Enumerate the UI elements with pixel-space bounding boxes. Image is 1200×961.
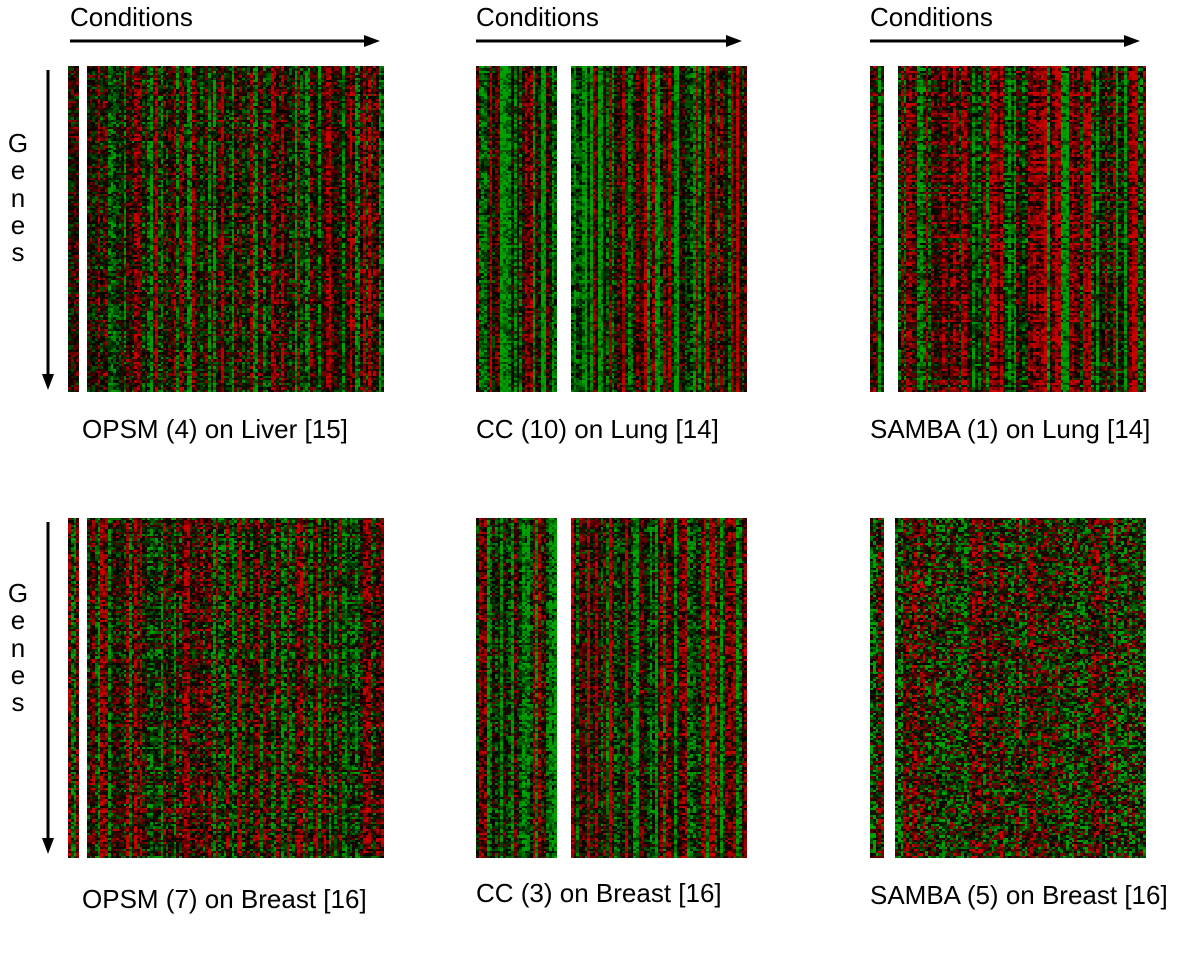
heatmap-canvas — [87, 518, 384, 858]
y-axis-arrow-icon — [40, 522, 56, 854]
x-axis-label: Conditions — [870, 2, 993, 33]
heatmap-canvas — [68, 518, 79, 858]
heatmap-panel-d — [68, 518, 384, 858]
heatmap-slice — [476, 518, 557, 858]
heatmap-slice — [895, 518, 1146, 858]
heatmap-slice — [870, 518, 884, 858]
heatmap-canvas — [870, 66, 884, 392]
heatmap-slice — [87, 518, 384, 858]
heatmap-canvas — [870, 518, 884, 858]
heatmap-panel-e — [476, 518, 746, 858]
heatmap-slice — [898, 66, 1146, 392]
heatmap-panel-c — [870, 66, 1146, 392]
heatmap-slice — [87, 66, 384, 392]
panel-caption: SAMBA (5) on Breast [16] — [870, 880, 1168, 911]
heatmap-slice — [476, 66, 557, 392]
y-axis-arrow-icon — [40, 70, 56, 390]
y-axis-label: G e n e s — [6, 580, 30, 716]
heatmap-canvas — [571, 518, 747, 858]
heatmap-canvas — [476, 518, 557, 858]
x-axis-arrow-icon — [476, 34, 742, 48]
heatmap-panel-b — [476, 66, 746, 392]
panel-caption: OPSM (4) on Liver [15] — [82, 414, 348, 445]
heatmap-canvas — [87, 66, 384, 392]
x-axis-arrow-icon — [870, 34, 1140, 48]
panel-caption: CC (3) on Breast [16] — [476, 878, 722, 909]
heatmap-canvas — [895, 518, 1146, 858]
y-axis-label: G e n e s — [6, 130, 30, 266]
heatmap-canvas — [898, 66, 1146, 392]
panel-caption: SAMBA (1) on Lung [14] — [870, 414, 1150, 445]
figure-root: G e n e s Conditions Conditions Conditio… — [0, 0, 1200, 961]
heatmap-slice — [68, 518, 79, 858]
heatmap-slice — [571, 66, 747, 392]
panel-caption: CC (10) on Lung [14] — [476, 414, 719, 445]
x-axis-arrow-icon — [70, 34, 380, 48]
heatmap-panel-f — [870, 518, 1146, 858]
heatmap-canvas — [571, 66, 747, 392]
heatmap-slice — [68, 66, 79, 392]
x-axis-label: Conditions — [70, 2, 193, 33]
heatmap-slice — [571, 518, 747, 858]
figure-row-2: G e n e s OPSM (7) on Breast [16] CC (3)… — [0, 480, 1200, 961]
heatmap-canvas — [476, 66, 557, 392]
figure-row-1: G e n e s Conditions Conditions Conditio… — [0, 0, 1200, 480]
heatmap-slice — [870, 66, 884, 392]
heatmap-canvas — [68, 66, 79, 392]
panel-caption: OPSM (7) on Breast [16] — [82, 884, 367, 915]
x-axis-label: Conditions — [476, 2, 599, 33]
heatmap-panel-a — [68, 66, 384, 392]
